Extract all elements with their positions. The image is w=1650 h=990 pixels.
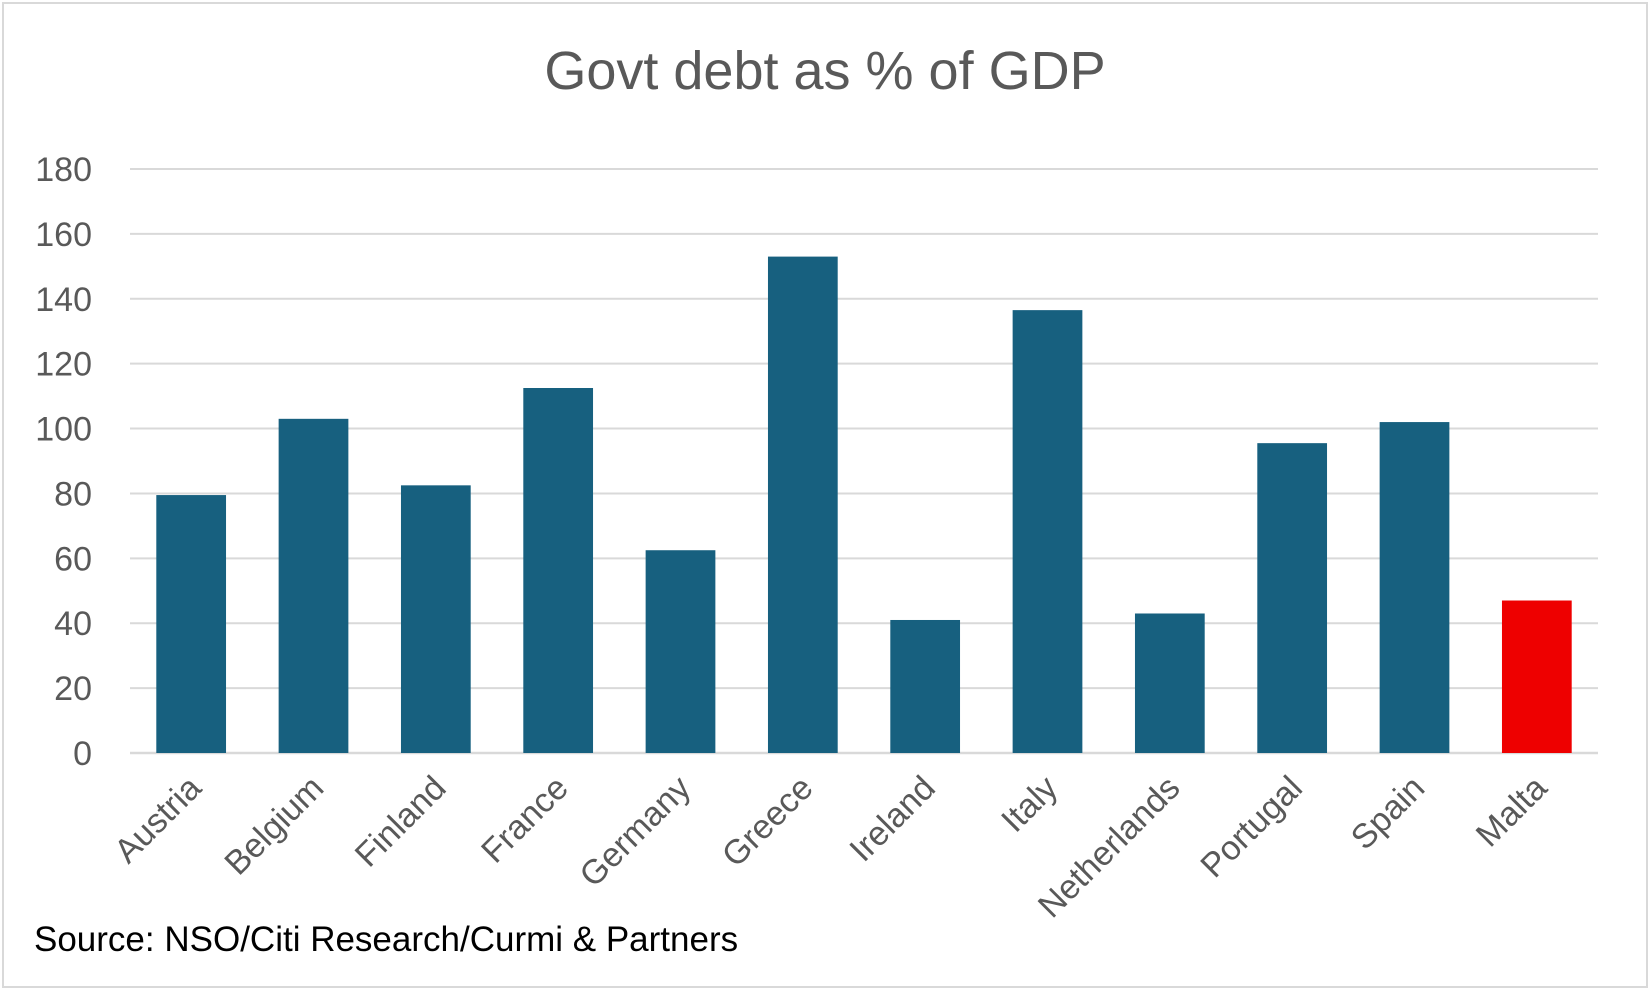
y-tick-label: 100 bbox=[35, 411, 92, 449]
category-label: Austria bbox=[107, 769, 209, 871]
y-tick-label: 180 bbox=[35, 151, 92, 189]
bar-austria bbox=[156, 495, 227, 753]
category-label: Malta bbox=[1469, 769, 1555, 855]
category-label: Italy bbox=[994, 769, 1065, 840]
category-label: Finland bbox=[348, 769, 454, 875]
bar-belgium bbox=[278, 418, 349, 753]
y-tick-label: 0 bbox=[73, 735, 92, 773]
chart-title: Govt debt as % of GDP bbox=[544, 41, 1106, 101]
category-label: France bbox=[474, 769, 576, 871]
bar-italy bbox=[1012, 310, 1083, 753]
y-tick-label: 20 bbox=[54, 670, 92, 708]
category-label: Spain bbox=[1344, 769, 1432, 857]
category-label: Portugal bbox=[1193, 769, 1309, 885]
y-tick-label: 60 bbox=[54, 540, 92, 578]
category-label: Greece bbox=[715, 769, 821, 875]
bar-malta bbox=[1501, 600, 1572, 753]
bar-spain bbox=[1379, 422, 1450, 753]
bar-greece bbox=[767, 256, 838, 753]
bar-france bbox=[523, 388, 594, 753]
category-label: Germany bbox=[572, 769, 698, 895]
y-tick-label: 120 bbox=[35, 346, 92, 384]
bar-portugal bbox=[1257, 443, 1328, 753]
bar-finland bbox=[400, 485, 471, 753]
y-tick-label: 40 bbox=[54, 605, 92, 643]
y-tick-label: 160 bbox=[35, 216, 92, 254]
bar-germany bbox=[645, 550, 716, 753]
bar-netherlands bbox=[1134, 613, 1205, 753]
source-note: Source: NSO/Citi Research/Curmi & Partne… bbox=[34, 920, 739, 959]
category-label: Ireland bbox=[842, 769, 942, 869]
bar-ireland bbox=[890, 619, 961, 753]
category-label: Belgium bbox=[217, 769, 331, 883]
y-tick-label: 140 bbox=[35, 281, 92, 319]
y-tick-label: 80 bbox=[54, 475, 92, 513]
